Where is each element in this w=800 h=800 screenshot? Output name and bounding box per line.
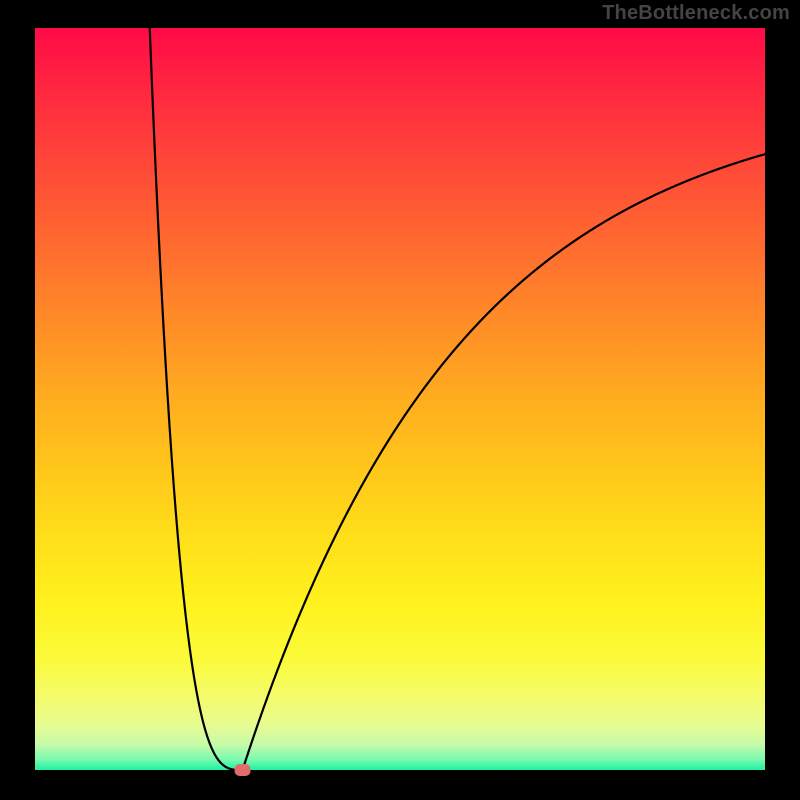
chart-container: TheBottleneck.com	[0, 0, 800, 800]
min-marker	[235, 764, 251, 776]
watermark-text: TheBottleneck.com	[602, 2, 790, 25]
chart-svg	[0, 0, 800, 800]
